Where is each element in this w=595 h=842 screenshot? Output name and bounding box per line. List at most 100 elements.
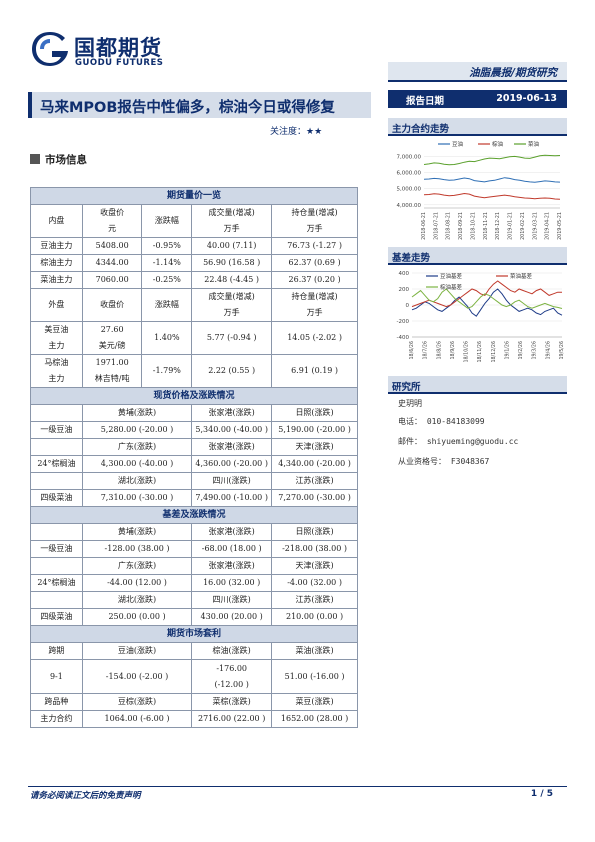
market-info-heading: 市场信息: [30, 152, 87, 167]
table-cell: 6.91 (0.19 ): [271, 354, 358, 388]
table-cell: 5,280.00 (-20.00 ): [81, 421, 193, 439]
column-header: 涨跌幅: [141, 204, 193, 238]
table-cell: 江苏(涨跌): [271, 591, 358, 609]
table-cell: 张家港(涨跌): [191, 404, 273, 422]
table-cell: 5,190.00 (-20.00 ): [271, 421, 358, 439]
table-cell: 5,340.00 (-40.00 ): [191, 421, 273, 439]
price-row: 广东(涨跌) 张家港(涨跌) 天津(涨跌): [30, 438, 358, 456]
report-date-bar: 报告日期 2019-06-13: [388, 90, 567, 108]
empty-cell: [30, 591, 83, 609]
futures-banner: 期货量价一览: [30, 187, 358, 205]
table-cell: 黄埔(涨跌): [81, 404, 193, 422]
table-cell: 棕油(涨跌): [191, 642, 273, 660]
arbitrage-banner-row: 期货市场套利: [30, 625, 358, 643]
x-tick-label: 2019-02-21: [520, 212, 526, 240]
table-cell: 40.00 (7.11): [191, 237, 273, 255]
empty-cell: [30, 472, 83, 490]
table-cell: 日照(涨跌): [271, 523, 358, 541]
table-cell: -1.79%: [141, 354, 193, 388]
table-cell: 广东(涨跌): [81, 557, 193, 575]
market-info-heading-text: 市场信息: [45, 154, 87, 166]
x-tick-label: 18/11/26: [477, 341, 483, 363]
y-tick-label: -200: [397, 319, 410, 325]
foreign-header-row: 外盘 收盘价 涨跌幅 成交量(增减) 万手 持仓量(增减) 万手: [30, 288, 358, 322]
price-row: 一级豆油 5,280.00 (-20.00 ) 5,340.00 (-40.00 )…: [30, 421, 358, 439]
page-number: 1 / 5: [530, 789, 553, 799]
table-cell: 菜油(涨跌): [271, 642, 358, 660]
table-cell: 1652.00 (28.00 ): [271, 710, 358, 728]
y-tick-label: 5,000.00: [397, 187, 422, 193]
table-cell: 主力合约: [30, 710, 83, 728]
table-cell: 黄埔(涨跌): [81, 523, 193, 541]
x-tick-label: 18/9/26: [450, 341, 456, 360]
logo-mark-icon: [32, 32, 68, 66]
column-header: 成交量(增减) 万手: [191, 204, 273, 238]
table-cell: 四川(涨跌): [191, 591, 273, 609]
table-cell: 天津(涨跌): [271, 438, 358, 456]
price-row: 24°棕榈油 -44.00 (12.00 ) 16.00 (32.00 ) -4.00…: [30, 574, 358, 592]
x-tick-label: 2018-11-21: [483, 212, 489, 240]
price-row: 24°棕榈油 4,300.00 (-40.00 ) 4,360.00 (-20.00…: [30, 455, 358, 473]
x-tick-label: 2019-03-21: [532, 212, 538, 240]
y-tick-label: 6,000.00: [397, 171, 422, 177]
x-tick-label: 2018-07-21: [433, 212, 439, 240]
analyst-email[interactable]: 邮件： shiyueming@guodu.cc: [398, 437, 519, 446]
table-cell: 广东(涨跌): [81, 438, 193, 456]
row-label: 一级豆油: [30, 421, 83, 439]
table-cell: -154.00 (-2.00 ): [81, 659, 193, 694]
table-cell: 9-1: [30, 659, 83, 694]
row-label: 四级菜油: [30, 489, 83, 507]
series-line: [411, 288, 563, 317]
domestic-row: 棕油主力 4344.00 -1.14% 56.90 (16.58 ) 62.37 (0.…: [30, 254, 358, 272]
report-category: 油脂晨报/期货研究: [469, 67, 557, 79]
x-tick-label: 2018-12-21: [495, 212, 501, 240]
table-cell: 7,270.00 (-30.00 ): [271, 489, 358, 507]
disclaimer-notice[interactable]: 请务必阅读正文后的免责声明: [30, 791, 141, 801]
x-tick-label: 2019-05-21: [557, 212, 563, 240]
column-header: 内盘: [30, 204, 83, 238]
row-label: 24°棕榈油: [30, 574, 83, 592]
basis-chart-heading: 基差走势: [388, 247, 567, 265]
table-cell: -68.00 (18.00 ): [191, 540, 273, 558]
table-cell: 1064.00 (-6.00 ): [81, 710, 193, 728]
x-tick-label: 18/10/26: [464, 341, 470, 363]
research-heading: 研究所: [388, 376, 567, 394]
legend-label: 棕油基差: [440, 283, 463, 291]
table-cell: 菜棕(涨跌): [191, 693, 273, 711]
analyst-license: 从业资格号： F3048367: [398, 457, 490, 466]
x-tick-label: 19/4/26: [545, 341, 551, 360]
table-cell: 江苏(涨跌): [271, 472, 358, 490]
y-tick-label: 0: [406, 303, 410, 309]
y-tick-label: 7,000.00: [397, 154, 422, 160]
x-tick-label: 2018-08-21: [446, 212, 452, 240]
table-cell: 4344.00: [81, 254, 143, 272]
x-tick-label: 2018-10-21: [470, 212, 476, 240]
legend-label: 菜油基差: [510, 272, 533, 280]
table-cell: 张家港(涨跌): [191, 523, 273, 541]
basis-chart-title: 基差走势: [392, 253, 431, 264]
legend-label: 豆油: [452, 140, 464, 148]
table-cell: 美豆油 主力: [30, 321, 83, 355]
y-tick-label: -400: [397, 335, 410, 341]
row-label: 一级豆油: [30, 540, 83, 558]
square-bullet-icon: [30, 154, 40, 164]
column-header: 收盘价元: [81, 204, 143, 238]
domestic-row: 菜油主力 7060.00 -0.25% 22.48 (-4.45 ) 26.37 (0.…: [30, 271, 358, 289]
column-header: 收盘价: [81, 288, 143, 322]
y-tick-label: 200: [399, 287, 410, 293]
company-logo: 国都期货 GUODU FUTURES: [30, 28, 200, 76]
x-tick-label: 18/6/26: [409, 341, 415, 360]
domestic-header-row: 内盘 收盘价元涨跌幅 成交量(增减) 万手 持仓量(增减) 万手: [30, 204, 358, 238]
empty-cell: [30, 438, 83, 456]
price-row: 湖北(涨跌) 四川(涨跌) 江苏(涨跌): [30, 472, 358, 490]
table-cell: 5408.00: [81, 237, 143, 255]
table-cell: 四川(涨跌): [191, 472, 273, 490]
column-header: 持仓量(增减) 万手: [271, 204, 358, 238]
price-row: 四级菜油 7,310.00 (-30.00 ) 7,490.00 (-10.00 )…: [30, 489, 358, 507]
foreign-row: 马棕油 主力 1971.00 林吉特/吨 -1.79% 2.22 (0.55 ) 6.91 …: [30, 354, 358, 388]
price-row: 四级菜油 250.00 (0.00 ) 430.00 (20.00 ) 210.00 …: [30, 608, 358, 626]
table-cell: 豆油主力: [30, 237, 83, 255]
series-line: [423, 192, 561, 200]
table-cell: -0.25%: [141, 271, 193, 289]
